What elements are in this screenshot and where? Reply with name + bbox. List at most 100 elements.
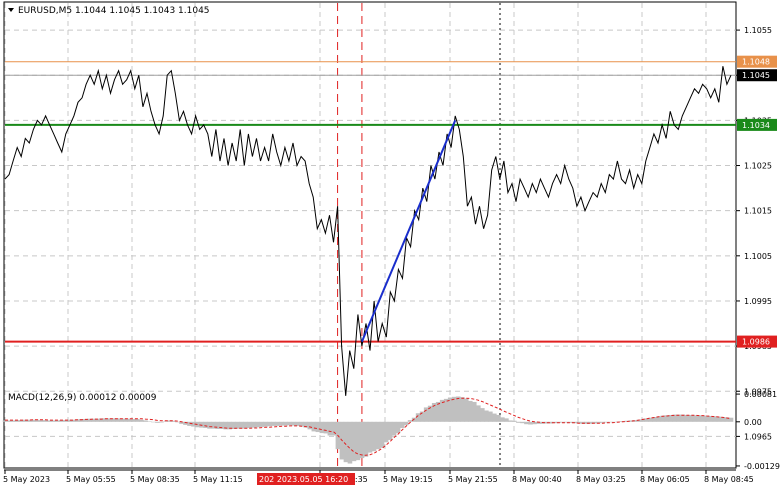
macd-bar xyxy=(295,421,301,426)
macd-bar xyxy=(500,417,505,422)
macd-bar xyxy=(692,415,698,422)
macd-bar xyxy=(379,421,385,448)
macd-bar xyxy=(664,415,670,422)
macd-bar xyxy=(203,421,208,428)
macd-bar xyxy=(391,421,397,436)
macd-bar xyxy=(672,414,678,422)
macd-bar xyxy=(371,421,377,452)
macd-bar xyxy=(94,418,100,422)
macd-bar xyxy=(375,421,381,450)
macd-bar xyxy=(716,416,722,422)
macd-bar xyxy=(592,421,597,424)
macd-bar xyxy=(2,420,8,422)
macd-bar xyxy=(78,419,84,422)
time-tick-label: 5 May 21:55 xyxy=(448,475,498,484)
macd-bar xyxy=(18,420,24,422)
macd-bar xyxy=(668,414,674,422)
level-label-box xyxy=(737,118,777,131)
price-tick-label: 1.1015 xyxy=(744,207,772,216)
price-tick-label: 1.0975 xyxy=(744,387,772,396)
macd-bar xyxy=(135,419,140,422)
time-tick-label: 5 May 05:55 xyxy=(66,475,116,484)
macd-bar xyxy=(656,416,662,422)
macd-bar xyxy=(58,420,64,422)
macd-bar xyxy=(568,421,573,423)
macd-bar xyxy=(347,421,353,464)
macd-bar xyxy=(724,417,730,422)
dropdown-triangle-icon[interactable] xyxy=(8,8,14,12)
macd-bar xyxy=(351,421,357,462)
macd-bar xyxy=(143,420,148,422)
macd-bar xyxy=(359,421,365,459)
macd-tick-label: -0.00129 xyxy=(744,462,780,471)
macd-bar xyxy=(700,415,706,422)
macd-bar xyxy=(235,421,240,429)
macd-bar xyxy=(644,418,650,422)
macd-bar xyxy=(98,418,104,422)
macd-bar xyxy=(455,396,461,422)
macd-bar xyxy=(463,398,469,422)
macd-bar xyxy=(484,410,489,422)
macd-tick-label: 0.00 xyxy=(744,418,762,427)
macd-bar xyxy=(355,421,361,461)
macd-bar xyxy=(680,414,686,422)
macd-bar xyxy=(640,419,646,422)
macd-bar xyxy=(151,421,156,423)
macd-bar xyxy=(331,421,337,436)
price-pane-frame xyxy=(3,1,737,469)
macd-bar xyxy=(255,421,261,428)
macd-bar xyxy=(471,401,477,422)
macd-bar xyxy=(74,419,80,422)
macd-tick-label: 0.00081 xyxy=(744,390,777,399)
macd-bar xyxy=(604,421,609,423)
macd-bar xyxy=(712,416,718,422)
macd-bar xyxy=(251,421,256,428)
macd-bar xyxy=(54,420,60,422)
macd-bar xyxy=(50,420,56,422)
macd-bar xyxy=(488,411,493,422)
macd-bar xyxy=(704,415,710,422)
macd-bar xyxy=(42,420,48,422)
macd-bar xyxy=(684,414,690,422)
macd-bar xyxy=(395,421,401,434)
level-labels: 1.1048 1.1034 1.0986 1.1045 xyxy=(737,55,777,348)
macd-indicator-label: MACD(12,26,9) 0.00012 0.00009 xyxy=(8,393,157,403)
macd-bar xyxy=(227,421,232,430)
macd-bar xyxy=(102,418,108,422)
macd-bar xyxy=(596,421,601,424)
macd-bar xyxy=(123,418,128,422)
macd-bar xyxy=(439,399,445,422)
macd-bar xyxy=(524,421,529,425)
macd-bar xyxy=(38,420,44,422)
macd-bar xyxy=(560,421,565,423)
macd-bar xyxy=(191,421,196,427)
price-tick-label: 1.1005 xyxy=(744,252,772,261)
macd-bar xyxy=(207,421,212,429)
macd-bar xyxy=(147,421,152,422)
macd-bar xyxy=(652,417,658,422)
price-tick-label: 1.0995 xyxy=(744,297,772,306)
macd-bar xyxy=(115,418,120,422)
macd-bar xyxy=(443,398,449,422)
macd-bar xyxy=(110,418,116,422)
time-tick-label: 5 May 19:15 xyxy=(383,475,433,484)
macd-bar xyxy=(139,419,144,422)
macd-bar xyxy=(492,413,497,422)
time-tick-label: 8 May 00:40 xyxy=(512,475,562,484)
level-label: 1.0986 xyxy=(742,338,770,347)
macd-bar xyxy=(243,421,248,429)
macd-bar xyxy=(676,414,682,422)
macd-bar xyxy=(167,420,172,422)
macd-bar xyxy=(62,420,68,422)
macd-bar xyxy=(696,415,702,422)
macd-bar xyxy=(179,421,184,424)
current-price-box xyxy=(737,69,777,82)
time-tick-label: 8 May 08:45 xyxy=(704,475,754,484)
macd-bar xyxy=(520,421,525,424)
macd-bar xyxy=(327,421,333,436)
macd-bar xyxy=(271,421,277,426)
macd-bar xyxy=(343,421,349,463)
macd-bar xyxy=(195,421,200,428)
macd-bar xyxy=(516,421,521,423)
